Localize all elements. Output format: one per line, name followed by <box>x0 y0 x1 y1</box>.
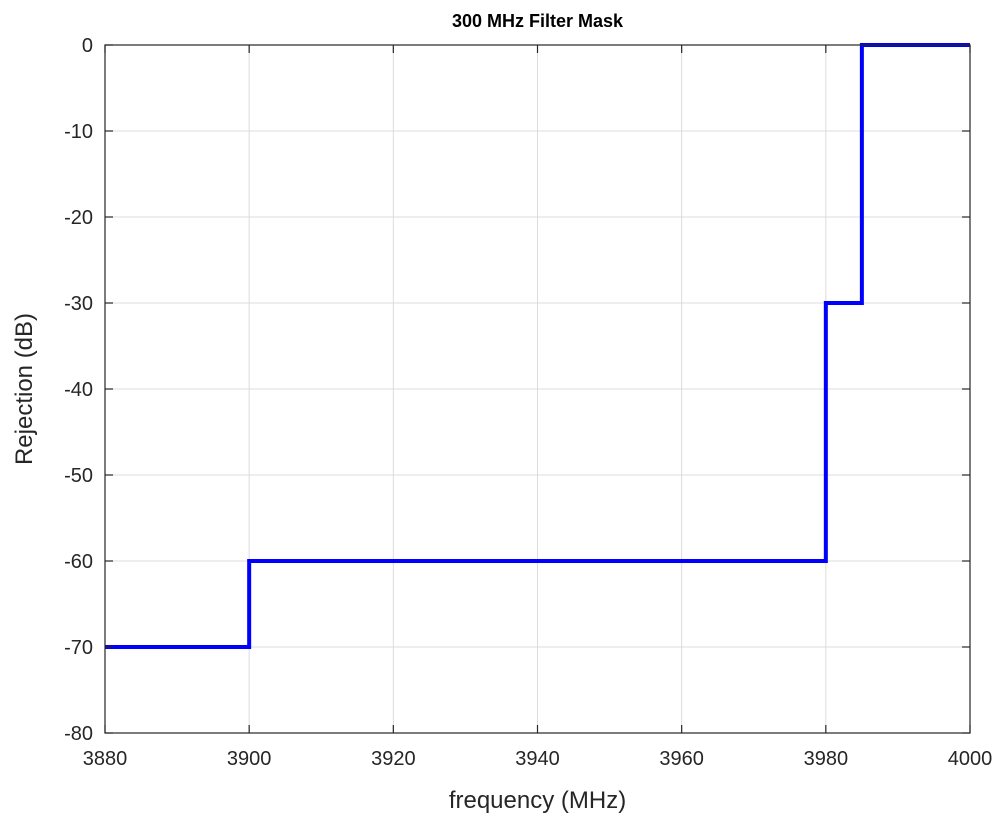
x-tick-label: 3960 <box>659 748 704 770</box>
y-tick-label: -70 <box>64 637 93 659</box>
y-axis-label: Rejection (dB) <box>11 313 38 465</box>
x-tick-label: 3980 <box>804 748 849 770</box>
x-tick-label: 3940 <box>515 748 560 770</box>
y-tick-label: 0 <box>82 35 93 57</box>
chart-title: 300 MHz Filter Mask <box>452 11 624 31</box>
x-tick-label: 3900 <box>227 748 272 770</box>
y-tick-label: -40 <box>64 379 93 401</box>
y-tick-label: -20 <box>64 207 93 229</box>
ticks: 3880 3900 3920 3940 3960 3980 4000 0 -10 -20 -30 -4… <box>64 35 992 770</box>
y-tick-label: -30 <box>64 293 93 315</box>
y-tick-label: -80 <box>64 723 93 745</box>
y-tick-label: -50 <box>64 465 93 487</box>
y-tick-label: -60 <box>64 551 93 573</box>
x-tick-label: 4000 <box>948 748 993 770</box>
x-axis-label: frequency (MHz) <box>449 787 626 814</box>
y-tick-label: -10 <box>64 121 93 143</box>
x-tick-label: 3920 <box>371 748 416 770</box>
grid <box>105 45 970 733</box>
x-tick-label: 3880 <box>83 748 128 770</box>
